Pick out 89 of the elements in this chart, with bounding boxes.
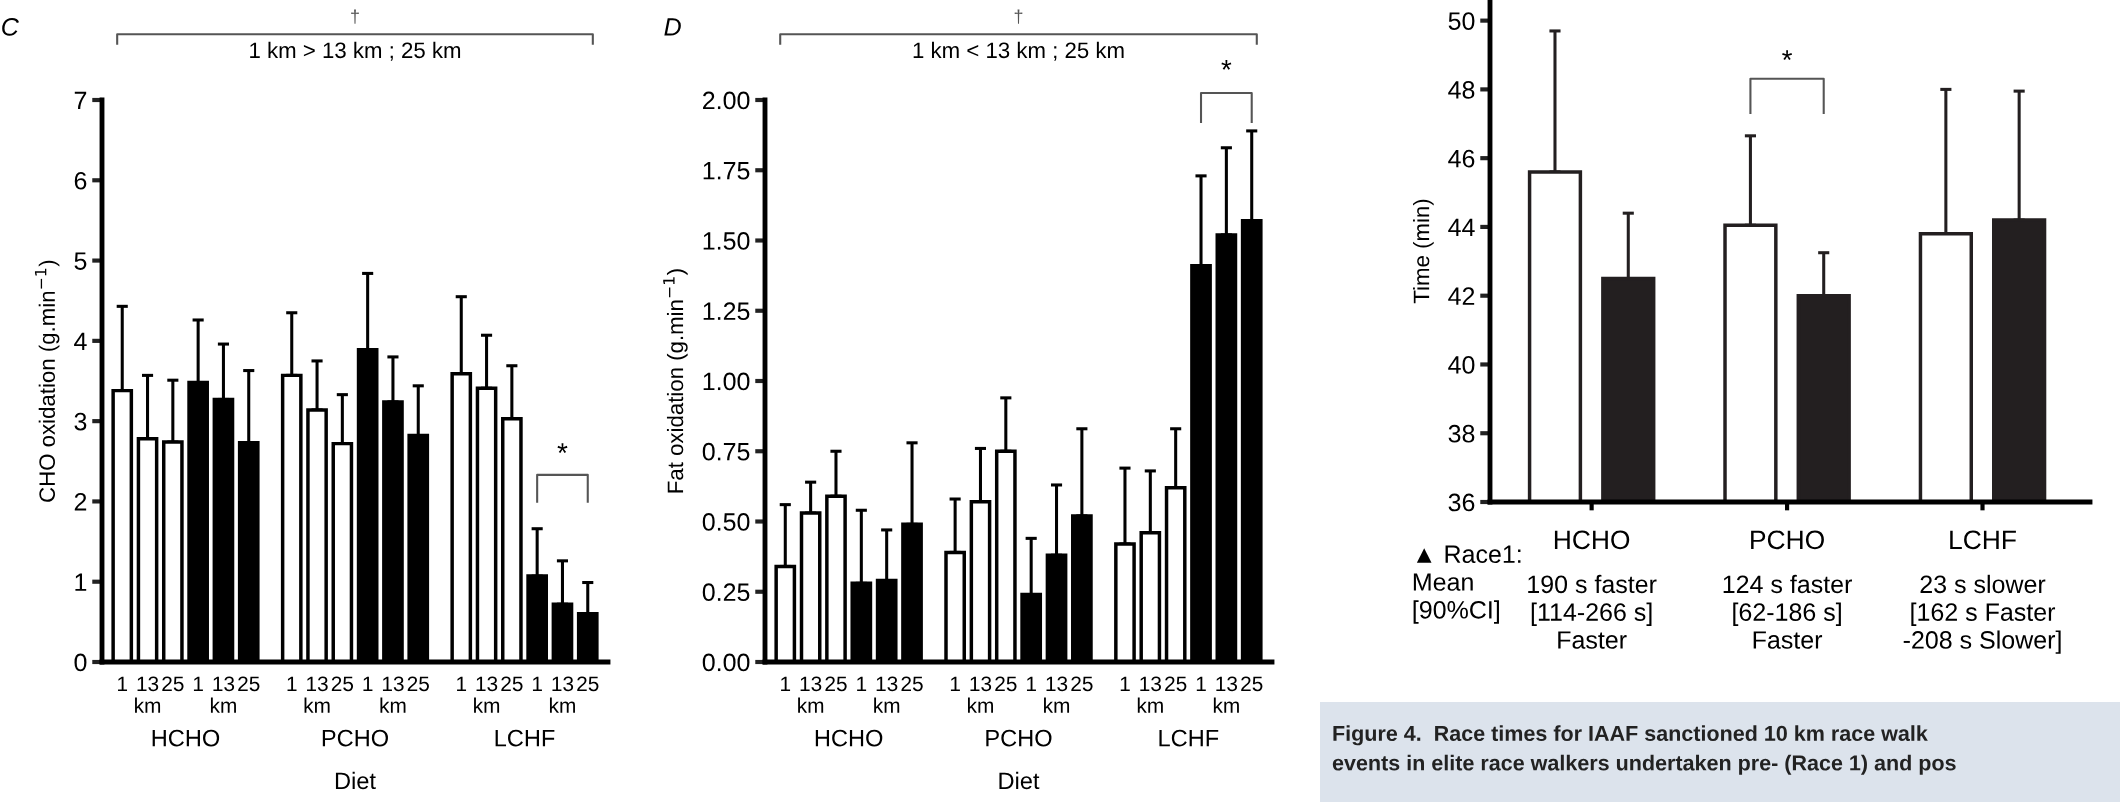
chart-title: C (2, 18, 19, 36)
x-tick-label: 1 (457, 676, 467, 691)
text: PCHO (322, 729, 388, 747)
y-tick-label: 42 (1448, 287, 1475, 305)
x-tick-label: 25 (162, 676, 184, 692)
x-tick-label: 13 km (1044, 676, 1070, 713)
x-tick-label: 25 (1071, 676, 1093, 692)
x-tick-label: 1 (857, 676, 867, 691)
y-tick-label: 36 (1448, 493, 1475, 512)
x-tick-label: 13 km (474, 676, 500, 713)
x-tick-label: 25 (901, 676, 923, 692)
x-tick-label: 25 (1165, 676, 1187, 692)
x-tick-label: LCHF (1950, 530, 2016, 550)
x-tick-label: PCHO (1751, 530, 1824, 550)
text: 23 s slower [162 s Faster -208 s Slower] (1903, 574, 2061, 654)
x-tick-label: 25 (995, 676, 1017, 692)
x-tick-label: HCHO (1554, 530, 1630, 550)
x-axis-title: Diet (335, 771, 376, 790)
x-tick-label: 13 km (135, 676, 161, 713)
x-tick-label: 13 km (1213, 676, 1239, 713)
y-tick-label: 38 (1448, 424, 1475, 443)
x-tick-label: 1 (950, 676, 960, 691)
text: † (1014, 9, 1023, 24)
text: 190 s faster [114-266 s] Faster (1528, 574, 1657, 649)
x-tick-label: 13 km (798, 676, 824, 713)
x-tick-label: 13 km (1137, 676, 1163, 713)
x-tick-label: 1 (363, 676, 373, 691)
y-tick-label: 0.00 (702, 653, 750, 672)
y-tick-label: 1.25 (703, 302, 750, 321)
x-tick-label: 25 (238, 676, 260, 692)
y-tick-label: 6 (74, 171, 87, 190)
text: PCHO (986, 729, 1052, 747)
x-tick-label: 1 (532, 676, 542, 691)
y-tick-label: 1.00 (703, 372, 750, 391)
y-axis-title: CHO oxidation (g.min$^{−1}$) (34, 260, 60, 502)
x-tick-label: 25 (1241, 676, 1263, 692)
text: HCHO (815, 729, 883, 747)
y-tick-label: 1.50 (703, 232, 750, 250)
text: * (1221, 59, 1232, 70)
y-tick-label: 44 (1448, 218, 1475, 236)
x-tick-label: 1 (781, 676, 791, 691)
x-tick-label: 13 km (967, 676, 993, 713)
text: HCHO (152, 729, 220, 747)
y-tick-label: 0.50 (702, 513, 750, 531)
x-axis-title: Diet (999, 771, 1040, 790)
text: LCHF (1159, 729, 1219, 747)
y-tick-label: 50 (1448, 12, 1475, 30)
y-tick-label: 1 (75, 573, 87, 591)
text: 1 km < 13 km ; 25 km (913, 41, 1124, 61)
text: LCHF (495, 729, 555, 747)
x-tick-label: 1 (1026, 676, 1036, 691)
y-tick-label: 5 (74, 252, 87, 270)
chart-title: D (664, 18, 681, 36)
y-axis-title: Time (min) (1413, 199, 1434, 304)
x-tick-label: 1 (118, 676, 128, 691)
y-tick-label: 1.75 (703, 162, 750, 180)
y-tick-label: 2 (74, 493, 87, 511)
text: 124 s faster [62-186 s] Faster (1723, 574, 1852, 649)
y-tick-label: 4 (74, 332, 87, 350)
y-tick-label: 40 (1448, 356, 1475, 374)
text: † (351, 9, 359, 24)
y-tick-label: 46 (1448, 149, 1475, 168)
x-tick-label: 13 km (304, 676, 330, 713)
y-tick-label: 0.25 (702, 583, 750, 602)
text: ▲ Race1: Mean [90%CI] (1413, 545, 1521, 624)
y-tick-label: 48 (1448, 81, 1475, 99)
annotation: * (557, 443, 568, 454)
x-tick-label: 1 (1196, 676, 1206, 691)
x-tick-label: 25 (407, 676, 429, 692)
y-tick-label: 3 (74, 412, 87, 431)
caption: Figure 4. Race times for IAAF sanctioned 10 km race walk events in elite race walkers undertaken pre- (Race 1) and pos (1332, 725, 1956, 775)
x-tick-label: 1 (1120, 676, 1130, 691)
x-tick-label: 1 (287, 676, 297, 691)
x-tick-label: 25 (825, 676, 847, 692)
x-tick-label: 25 (577, 676, 599, 692)
y-tick-label: 0.75 (702, 442, 750, 461)
y-tick-label: 2.00 (703, 91, 750, 110)
x-tick-label: 1 (193, 676, 203, 691)
x-tick-label: 13 km (210, 676, 236, 713)
x-tick-label: 13 km (380, 676, 406, 713)
y-tick-label: 0 (74, 653, 87, 672)
annotation: * (1782, 50, 1793, 61)
y-axis-title: Fat oxidation (g.min$^{−1}$) (663, 269, 688, 493)
y-tick-label: 7 (74, 91, 87, 110)
x-tick-label: 25 (331, 676, 354, 692)
x-tick-label: 13 km (874, 676, 900, 713)
text: 1 km > 13 km ; 25 km (250, 41, 461, 61)
x-tick-label: 13 km (549, 676, 575, 713)
x-tick-label: 25 (501, 676, 523, 692)
